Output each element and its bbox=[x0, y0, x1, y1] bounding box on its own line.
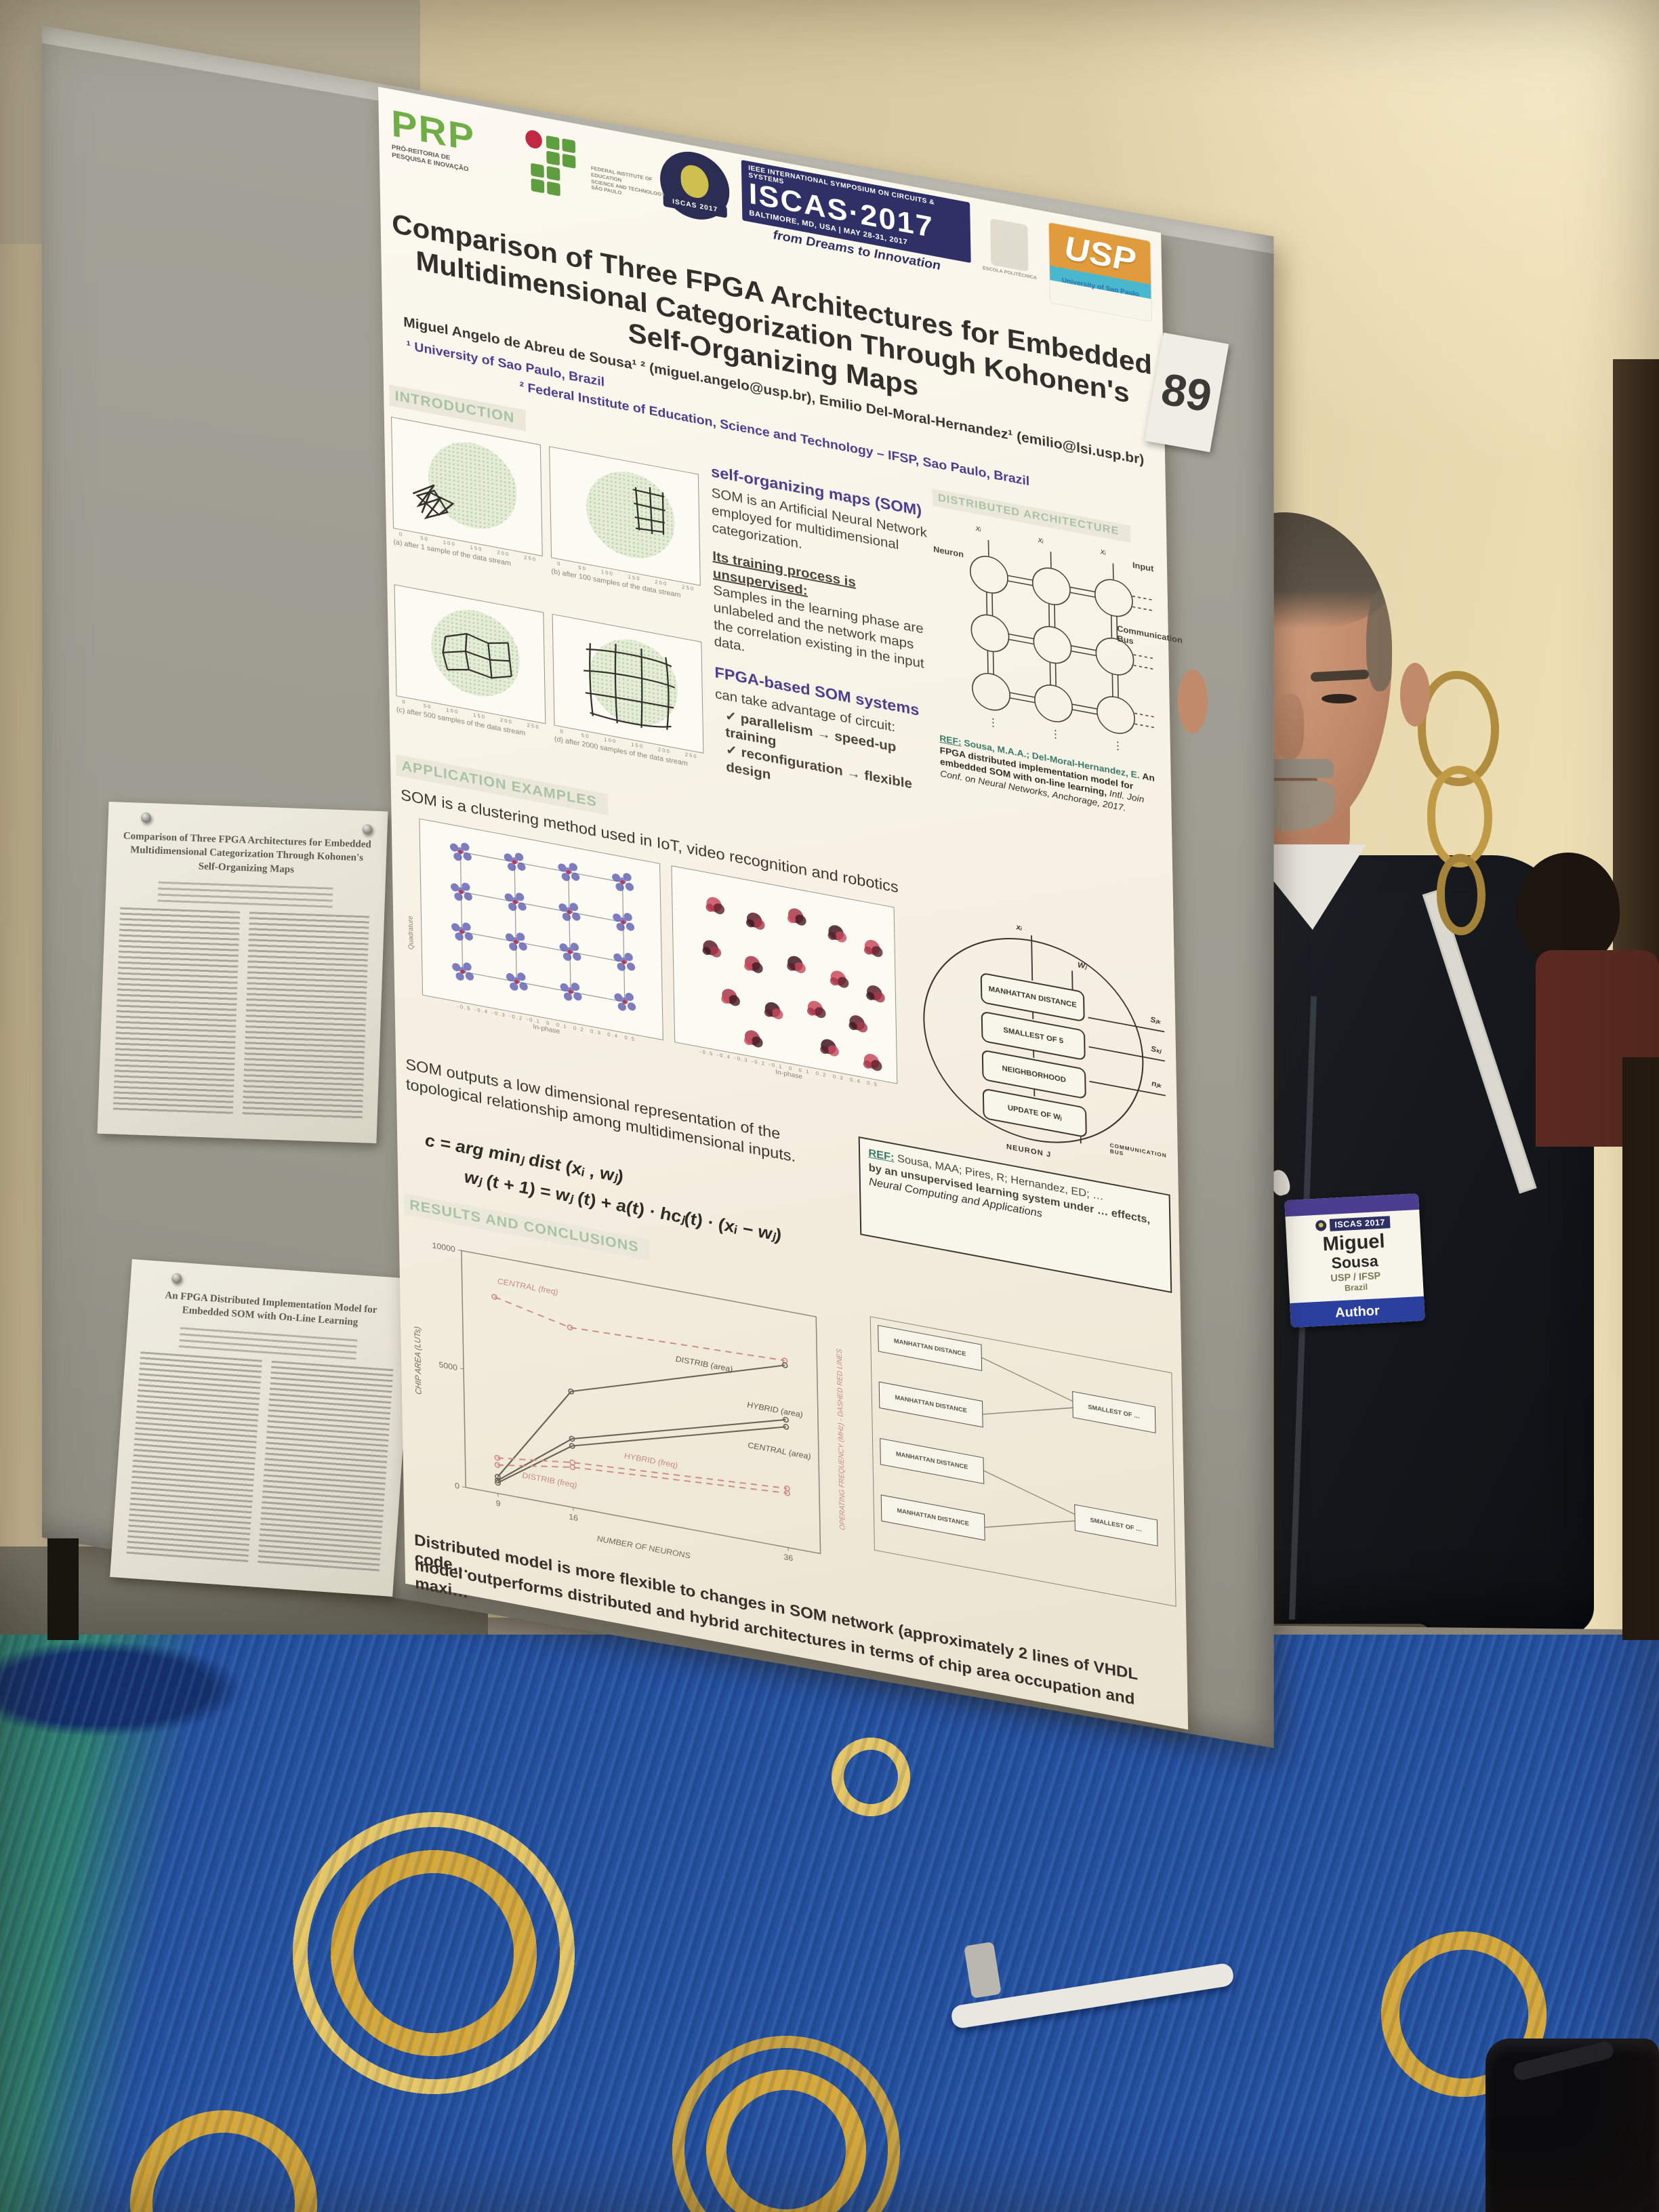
som-training-plot-b bbox=[586, 472, 675, 558]
signal-w: Wⱼ bbox=[1077, 961, 1087, 971]
paper-column bbox=[242, 912, 370, 1120]
svg-text:CENTRAL (area): CENTRAL (area) bbox=[747, 1440, 811, 1461]
board-leg bbox=[47, 1538, 79, 1640]
svg-text:36: 36 bbox=[783, 1552, 793, 1563]
signal-njk: nⱼₖ bbox=[1151, 1080, 1162, 1090]
presenter-ear bbox=[1178, 670, 1208, 733]
presenter-eyebrow bbox=[1310, 669, 1370, 682]
signal-x: xᵢ bbox=[1016, 923, 1023, 933]
pinned-paper-1: Comparison of Three FPGA Architectures f… bbox=[97, 801, 388, 1144]
training-text: Samples in the learning phase are unlabe… bbox=[713, 583, 924, 672]
ref-label: REF: bbox=[868, 1147, 895, 1164]
svg-text:HYBRID (freq): HYBRID (freq) bbox=[624, 1451, 678, 1470]
results-block-diagram: MANHATTAN DISTANCE MANHATTAN DISTANCE MA… bbox=[869, 1316, 1176, 1607]
paper-body bbox=[112, 907, 370, 1120]
svg-text:5000: 5000 bbox=[438, 1360, 457, 1373]
miniplot-c: 0 50 100 150 200 250 (c) after 500 sampl… bbox=[394, 584, 546, 741]
red-cluster-plot bbox=[702, 897, 885, 1071]
svg-text:10000: 10000 bbox=[432, 1241, 455, 1254]
poster: PRP PRÓ-REITORIA DE PESQUISA E INOVAÇÃO … bbox=[378, 87, 1189, 1730]
paper-body bbox=[126, 1351, 394, 1572]
pushpin bbox=[362, 824, 373, 835]
som-training-plot-a bbox=[412, 442, 517, 529]
conference-badge: ISCAS 2017 Miguel Sousa USP / IFSP Brazi… bbox=[1284, 1193, 1425, 1328]
presenter-temple bbox=[1366, 590, 1392, 691]
prp-logo: PRP PRÓ-REITORIA DE PESQUISA E INOVAÇÃO bbox=[391, 102, 476, 176]
results-line-chart: 10000 5000 0 9 16 36 NUMBER OF NEURONS CHIP ARE… bbox=[413, 1241, 847, 1563]
signal-sjk: Sⱼₖ bbox=[1150, 1015, 1161, 1026]
neuron-block-diagram: xᵢ Wⱼ Sⱼₖ Sₖⱼ nⱼₖ MANHATTAN DISTANCE SMA… bbox=[905, 905, 1173, 1194]
miniplot-d: 0 50 100 150 200 250 (d) after 2000 samp… bbox=[552, 613, 704, 771]
doorway bbox=[1613, 359, 1659, 1003]
svg-text:DISTRIB (area): DISTRIB (area) bbox=[676, 1354, 733, 1374]
signal-skj: Sₖⱼ bbox=[1151, 1045, 1162, 1055]
svg-text:HYBRID (area): HYBRID (area) bbox=[747, 1400, 803, 1420]
iq-scatter-red: -0.5 -0.4 -0.3 -0.2 -0.1 0 0.1 0.2 0.3 0… bbox=[671, 865, 903, 1100]
iscas-banner: IEEE INTERNATIONAL SYMPOSIUM ON CIRCUITS… bbox=[741, 159, 971, 280]
pushpin bbox=[140, 812, 152, 823]
introduction-text: self-organizing maps (SOM) SOM is an Art… bbox=[711, 462, 933, 814]
black-bag bbox=[1486, 2039, 1659, 2212]
neuron-ellipse-figure bbox=[923, 935, 1166, 1144]
presenter-nose bbox=[1275, 694, 1304, 759]
neuron-grid-figure bbox=[969, 539, 1156, 734]
presenter-ear bbox=[1400, 663, 1430, 726]
carpet-texture bbox=[0, 1635, 1659, 2212]
ornament-ring bbox=[1437, 854, 1486, 935]
blue-cluster-plot bbox=[449, 842, 636, 1011]
results-diagram-wires bbox=[981, 1357, 1075, 1528]
presenter-mouth bbox=[1263, 778, 1317, 782]
input-x-label: xᵢ bbox=[1038, 535, 1044, 546]
svg-text:16: 16 bbox=[569, 1512, 578, 1523]
svg-text:OPERATING FREQUENCY (MHz) - DA: OPERATING FREQUENCY (MHz) - DASHED RED L… bbox=[836, 1348, 847, 1531]
bag-strap bbox=[1512, 2040, 1615, 2082]
paper-title: An FPGA Distributed Implementation Model… bbox=[164, 1290, 377, 1328]
badge-gear-icon bbox=[1315, 1220, 1327, 1231]
som-training-plot-d bbox=[583, 639, 678, 731]
paper-column bbox=[258, 1360, 394, 1572]
paper-column bbox=[126, 1351, 263, 1563]
som-training-plot-c bbox=[431, 610, 520, 697]
background-attendee-head bbox=[1517, 853, 1620, 966]
background-attendee-dark bbox=[1622, 1057, 1659, 1640]
usp-logo: USP University of Sao Paulo bbox=[1048, 222, 1152, 322]
input-x-label: xᵢ bbox=[975, 523, 981, 534]
poli-emblem bbox=[990, 218, 1029, 272]
miniplot-b: 0 50 100 150 200 250 (b) after 100 sampl… bbox=[549, 446, 701, 603]
svg-text:CHIP AREA (LUTs): CHIP AREA (LUTs) bbox=[413, 1326, 424, 1395]
pinned-paper-2: An FPGA Distributed Implementation Model… bbox=[110, 1258, 415, 1597]
svg-text:9: 9 bbox=[496, 1498, 501, 1509]
input-x-label: xᵢ bbox=[1100, 546, 1106, 557]
svg-text:NUMBER OF NEURONS: NUMBER OF NEURONS bbox=[597, 1534, 691, 1560]
poli-logo: ESCOLA POLITÉCNICA bbox=[980, 216, 1039, 281]
paper-author-lines bbox=[157, 881, 333, 908]
paper-column bbox=[112, 907, 241, 1115]
quadrature-axis-label: Quadrature bbox=[407, 915, 415, 951]
badge-logo: ISCAS 2017 bbox=[1329, 1216, 1391, 1231]
ornament-ring bbox=[1427, 766, 1492, 867]
ifsp-logo bbox=[525, 129, 586, 201]
paper-title: Comparison of Three FPGA Architectures f… bbox=[123, 830, 372, 876]
svg-text:DISTRIB (freq): DISTRIB (freq) bbox=[522, 1471, 577, 1490]
paper-author-lines bbox=[179, 1326, 358, 1359]
svg-text:CENTRAL (freq): CENTRAL (freq) bbox=[497, 1276, 558, 1296]
carpet bbox=[0, 1635, 1659, 2212]
results-chart-area: 10000 5000 0 9 16 36 NUMBER OF NEURONS CHIP ARE… bbox=[406, 1223, 855, 1599]
gold-wall-ornament bbox=[1397, 664, 1526, 956]
iscas-gear-emblem: ISCAS 2017 bbox=[654, 144, 736, 245]
ifsp-logo-dot bbox=[525, 129, 543, 150]
poster-number: 89 bbox=[1158, 363, 1216, 422]
iq-scatter-blue: Quadrature -0.5 -0.4 -0.3 -0.2 -0.1 0 0.… bbox=[407, 817, 670, 1057]
pushpin bbox=[171, 1273, 182, 1284]
presenter-eye bbox=[1322, 694, 1357, 703]
miniplot-a: 0 50 100 150 200 250 (a) after 1 sample … bbox=[391, 416, 543, 574]
svg-text:0: 0 bbox=[455, 1481, 459, 1491]
distributed-architecture-diagram: xᵢ xᵢ xᵢ Neuron Input Communication Bus … bbox=[933, 518, 1183, 771]
